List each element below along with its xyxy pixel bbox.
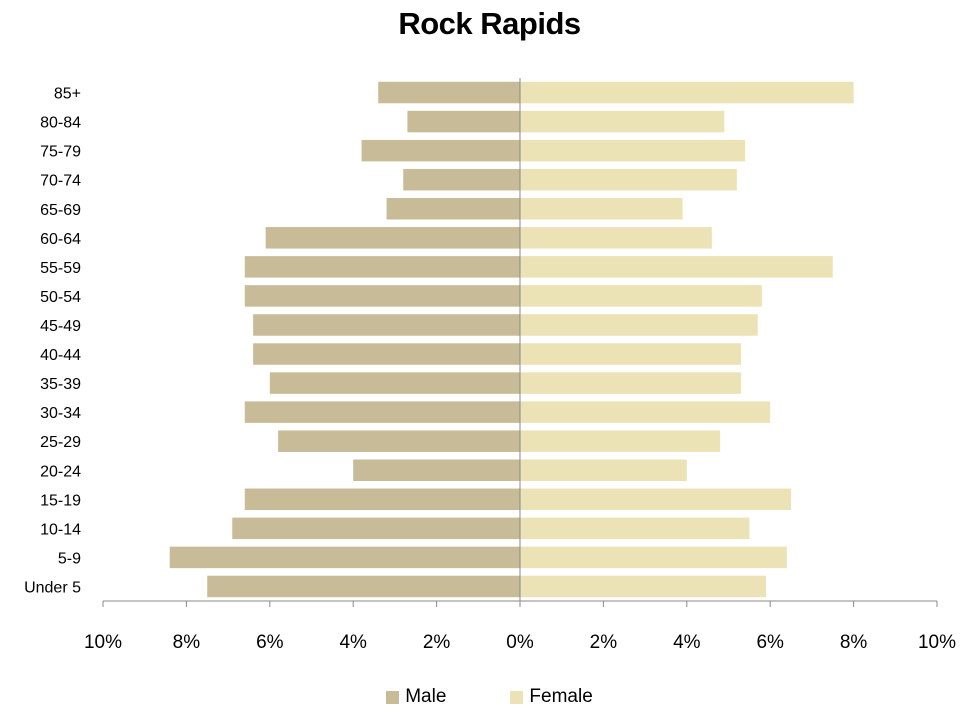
axes-group: [102, 78, 938, 607]
bar-female-60-64: [520, 227, 712, 249]
x-tick-label: 4%: [339, 632, 367, 653]
bar-female-70-74: [520, 168, 737, 191]
bar-male-75-79: [361, 139, 520, 162]
bar-female-35-39: [520, 372, 742, 394]
bar-male-Under 5: [207, 575, 520, 598]
bar-female-15-19: [520, 488, 792, 511]
y-tick-label: 55-59: [40, 260, 81, 277]
bar-male-55-59: [244, 256, 520, 278]
y-tick-label: Under 5: [24, 579, 81, 596]
bar-female-50-54: [520, 285, 762, 307]
y-tick-label: 45-49: [40, 318, 81, 335]
bar-male-50-54: [244, 285, 520, 307]
legend-item-female: Female: [510, 686, 593, 708]
bar-female-20-24: [520, 459, 687, 482]
bar-male-45-49: [253, 314, 520, 336]
legend-swatch-female: [510, 690, 524, 704]
bar-female-85+: [520, 81, 854, 104]
bar-female-55-59: [520, 256, 833, 278]
bar-male-70-74: [403, 168, 520, 191]
bar-male-85+: [378, 81, 520, 104]
bar-male-20-24: [353, 459, 520, 482]
x-tick-label: 8%: [173, 632, 201, 653]
bar-female-45-49: [520, 314, 758, 336]
x-tick-label: 6%: [756, 632, 784, 653]
y-tick-label: 25-29: [40, 434, 81, 451]
bar-male-60-64: [265, 227, 520, 249]
legend-label-female: Female: [529, 686, 593, 707]
bars-group: [169, 81, 854, 598]
bar-female-75-79: [520, 139, 746, 162]
x-tick-label: 4%: [673, 632, 701, 653]
legend-label-male: Male: [405, 686, 447, 707]
bar-female-65-69: [520, 197, 683, 220]
bar-female-30-34: [520, 401, 771, 423]
x-tick-label: 8%: [840, 632, 868, 653]
y-tick-label: 20-24: [40, 463, 81, 480]
bar-female-40-44: [520, 343, 742, 365]
y-tick-label: 70-74: [40, 173, 81, 190]
bar-male-5-9: [169, 546, 520, 569]
bar-male-40-44: [253, 343, 520, 365]
y-tick-label: 5-9: [58, 550, 81, 567]
bar-female-10-14: [520, 517, 750, 540]
y-tick-label: 10-14: [40, 521, 81, 538]
y-tick-label: 80-84: [40, 115, 81, 132]
bar-male-30-34: [244, 401, 520, 423]
y-tick-label: 65-69: [40, 202, 81, 219]
y-tick-label: 40-44: [40, 347, 81, 364]
x-tick-label: 10%: [918, 632, 956, 653]
bar-female-Under 5: [520, 575, 767, 598]
bar-female-25-29: [520, 430, 721, 452]
bar-female-5-9: [520, 546, 787, 569]
x-tick-label: 10%: [84, 632, 122, 653]
bar-male-15-19: [244, 488, 520, 511]
bar-male-65-69: [386, 197, 520, 220]
y-tick-label: 15-19: [40, 492, 81, 509]
bar-male-35-39: [269, 372, 520, 394]
y-tick-label: 60-64: [40, 231, 81, 248]
bar-male-10-14: [232, 517, 520, 540]
x-tick-label: 0%: [506, 632, 534, 653]
labels-group: Under 5 5-9 10-14 15-19 20-24 25-29 30-34 35-39…: [24, 86, 956, 653]
bar-female-80-84: [520, 110, 725, 133]
y-tick-label: 50-54: [40, 289, 81, 306]
legend-swatch-male: [386, 690, 400, 704]
legend-item-male: Male: [386, 686, 446, 708]
y-tick-label: 35-39: [40, 376, 81, 393]
chart-title: Rock Rapids: [398, 6, 581, 41]
y-tick-label: 75-79: [40, 144, 81, 161]
bar-male-25-29: [278, 430, 520, 452]
x-tick-label: 6%: [256, 632, 284, 653]
x-tick-label: 2%: [590, 632, 618, 653]
bar-male-80-84: [407, 110, 520, 133]
y-tick-label: 85+: [54, 86, 81, 103]
y-tick-label: 30-34: [40, 405, 81, 422]
x-tick-label: 2%: [423, 632, 451, 653]
legend: Male Female: [0, 686, 979, 708]
